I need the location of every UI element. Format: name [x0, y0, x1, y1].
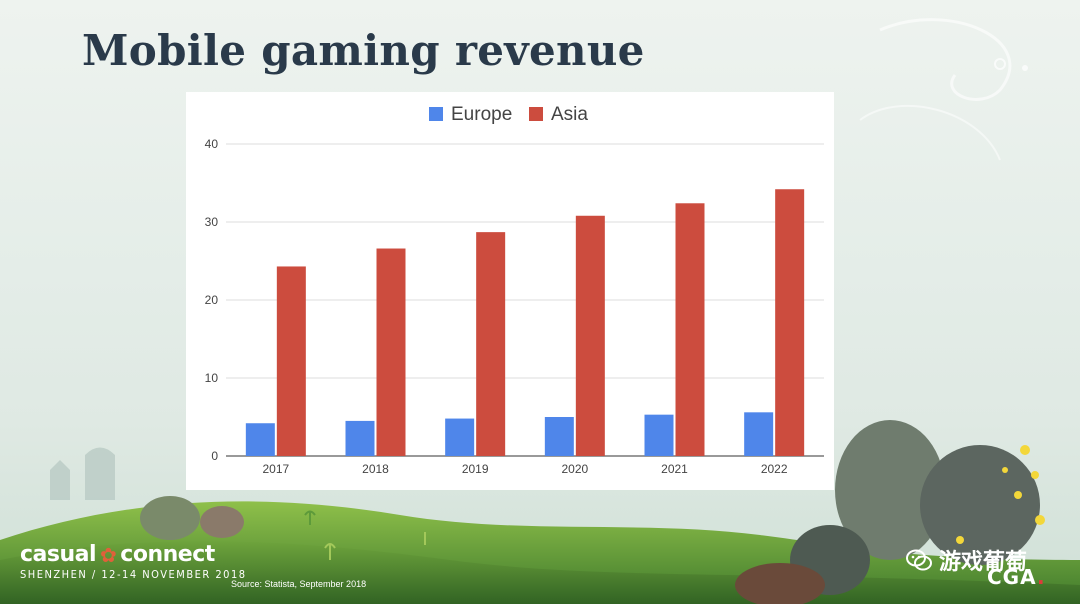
y-tick-label: 30 [205, 215, 219, 229]
bar-europe-2017 [245, 423, 275, 456]
bar-europe-2022 [744, 412, 774, 456]
legend-swatch-europe [429, 107, 443, 121]
x-tick-label: 2018 [362, 462, 389, 476]
x-tick-label: 2020 [561, 462, 588, 476]
bar-asia-2022 [775, 189, 805, 456]
y-tick-label: 40 [205, 137, 219, 151]
bar-chart: Europe Asia 0 10 20 30 40 2017 2018 2019 2020 2021 2… [205, 104, 824, 476]
legend-label-europe: Europe [451, 104, 512, 125]
cga-text: CGA [987, 565, 1037, 589]
event-subtitle: SHENZHEN / 12-14 NOVEMBER 2018 [20, 568, 247, 581]
cga-dot: . [1036, 565, 1046, 589]
x-tick-label: 2017 [262, 462, 289, 476]
x-tick-label: 2019 [462, 462, 489, 476]
bar-asia-2019 [476, 232, 506, 456]
event-name-left: casual [20, 542, 97, 567]
bar-europe-2021 [644, 414, 674, 456]
y-tick-label: 10 [205, 371, 219, 385]
y-tick-label: 0 [211, 449, 218, 463]
wechat-watermark: 游戏葡萄 [905, 544, 1027, 576]
bar-europe-2018 [345, 420, 375, 456]
wechat-label: 游戏葡萄 [939, 549, 1028, 574]
chart-panel: Europe Asia 0 10 20 30 40 2017 2018 2019 2020 2021 2… [186, 92, 834, 490]
y-tick-label: 20 [205, 293, 219, 307]
bar-asia-2018 [376, 248, 406, 456]
event-logo: casual ✿ connect SHENZHEN / 12-14 NOVEMB… [20, 542, 247, 581]
x-tick-label: 2021 [661, 462, 688, 476]
wechat-icon [906, 549, 932, 571]
cga-logo: CGA. [987, 565, 1046, 589]
event-name-right: connect [120, 542, 215, 567]
bar-europe-2020 [544, 417, 574, 456]
bar-asia-2017 [276, 266, 306, 456]
legend-swatch-asia [529, 107, 543, 121]
bar-asia-2020 [575, 215, 605, 456]
legend-label-asia: Asia [551, 104, 588, 125]
x-tick-label: 2022 [761, 462, 788, 476]
slide-title: Mobile gaming revenue [82, 26, 645, 75]
bar-asia-2021 [675, 203, 705, 456]
bar-europe-2019 [445, 418, 475, 456]
flower-icon: ✿ [100, 542, 117, 567]
source-note: Source: Statista, September 2018 [231, 579, 367, 589]
event-name: casual ✿ connect [20, 542, 247, 567]
